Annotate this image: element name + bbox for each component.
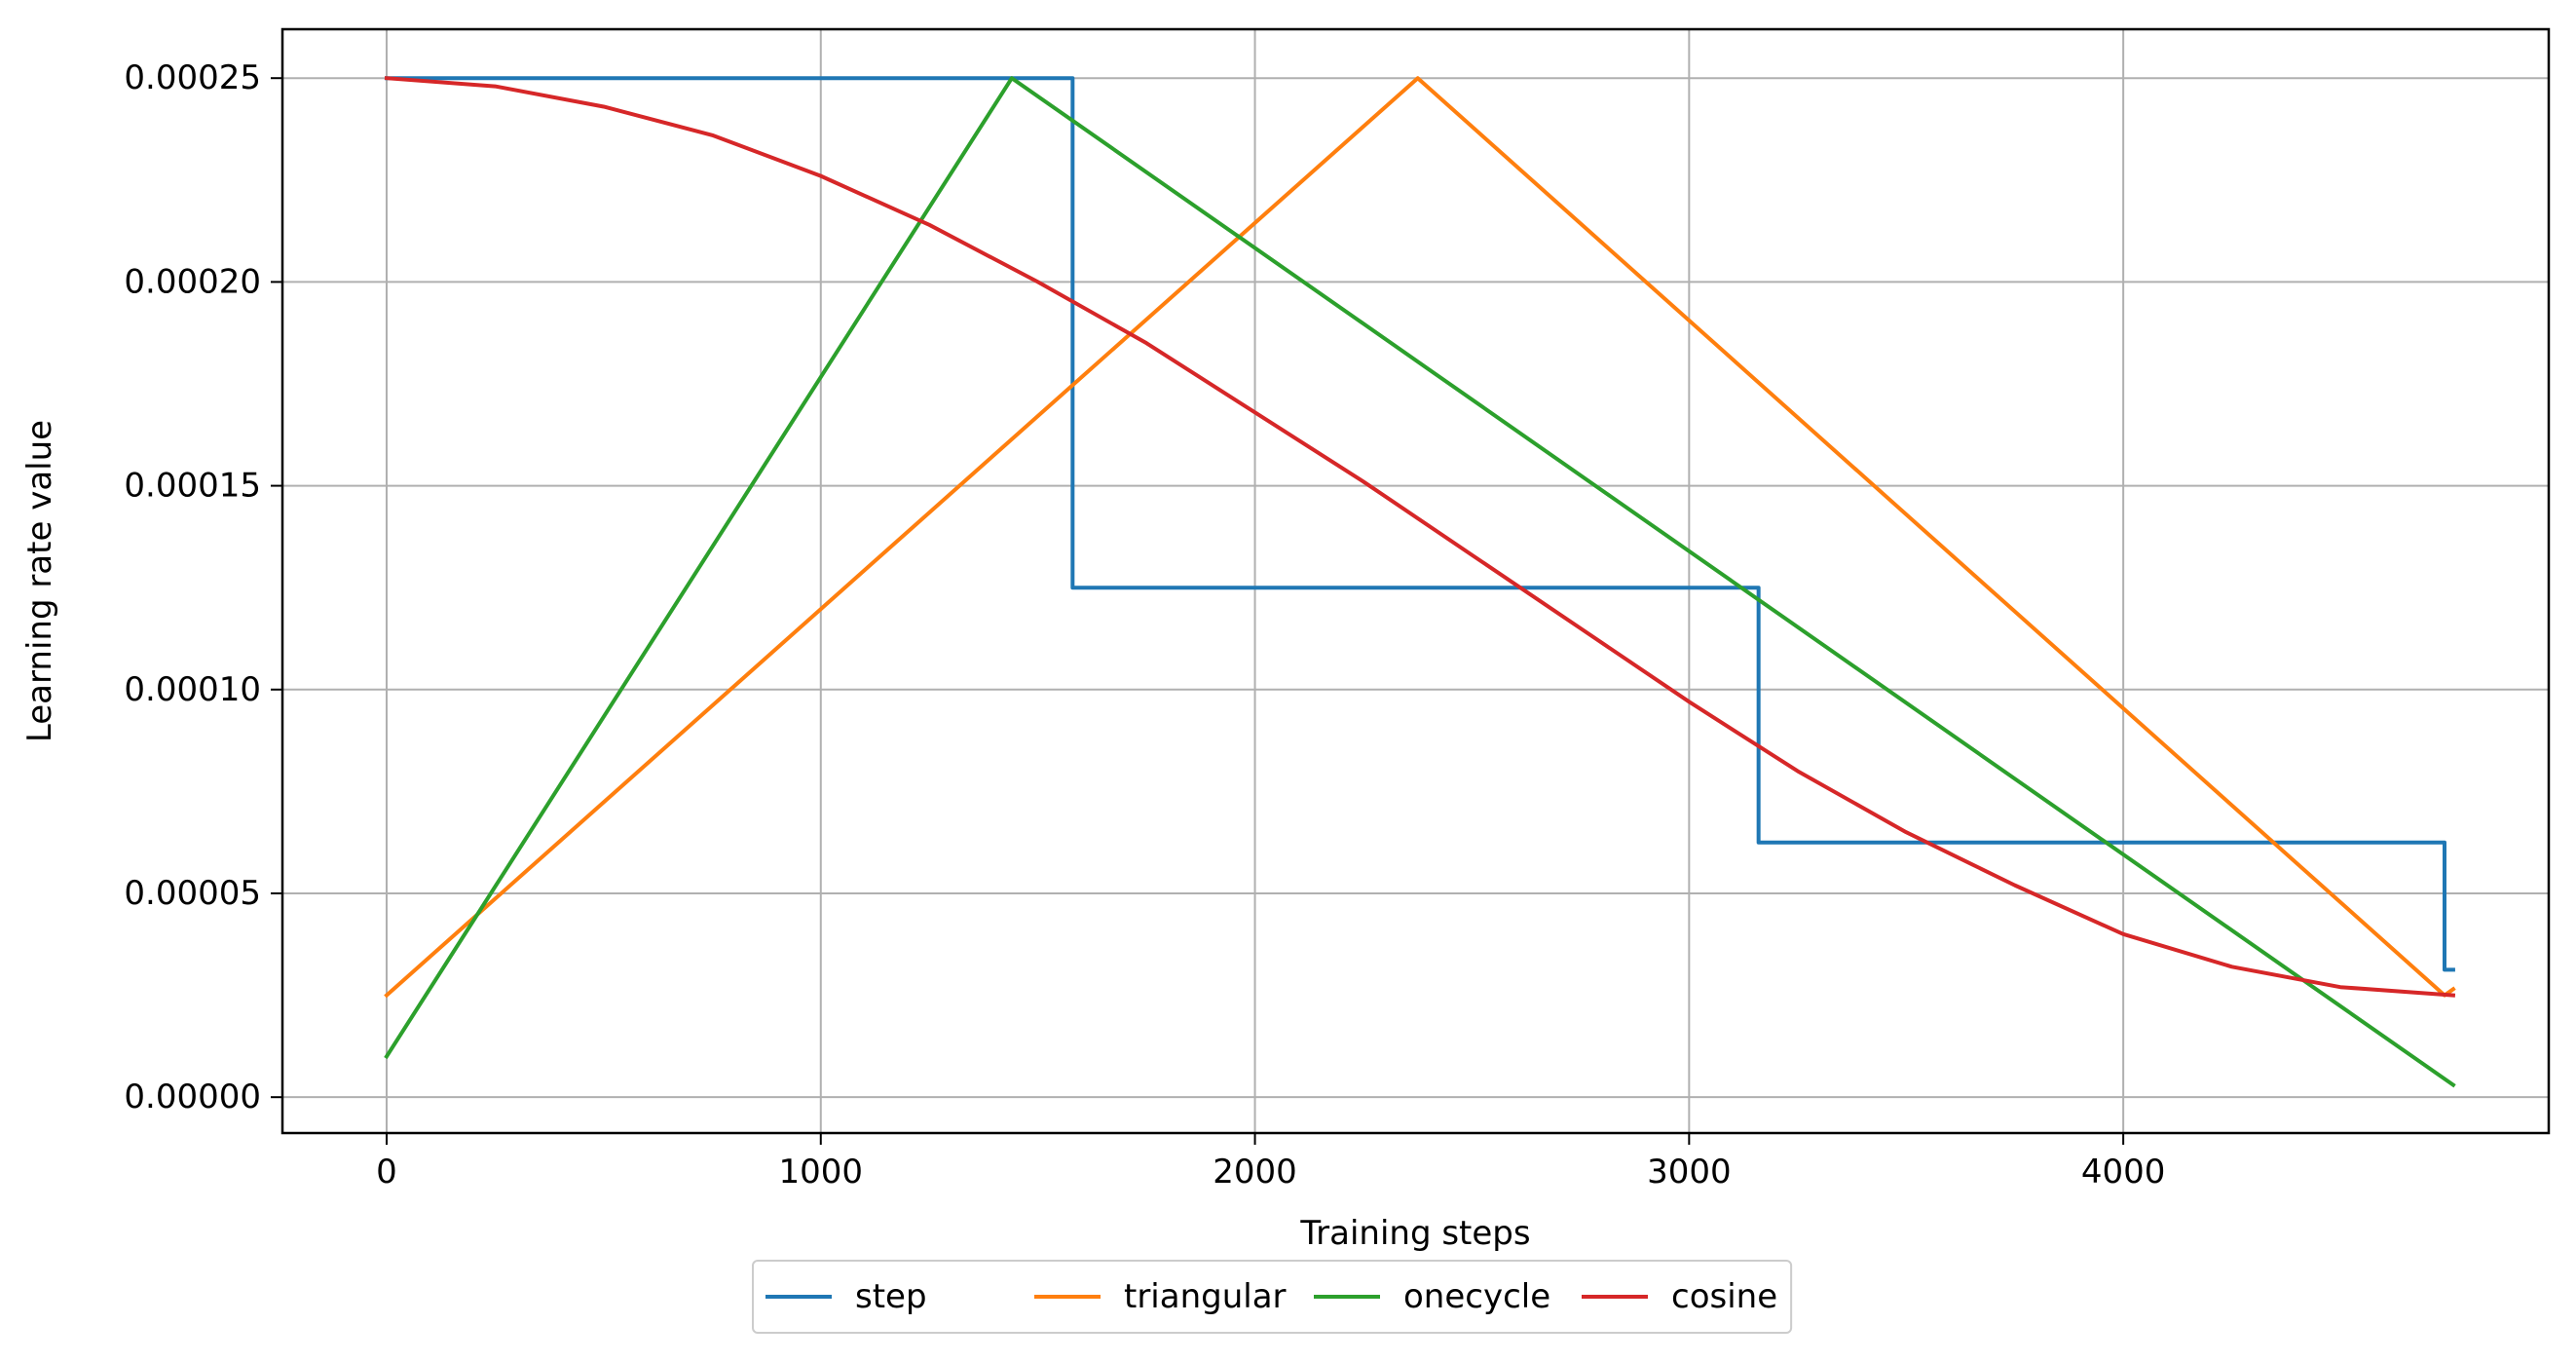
series-line-cosine [384, 76, 2456, 998]
legend-label-onecycle: onecycle [1403, 1277, 1550, 1316]
series-lines [384, 76, 2456, 1088]
y-tick-label: 0.00025 [124, 58, 261, 97]
x-tick-label: 3000 [1647, 1153, 1732, 1192]
y-tick-label: 0.00000 [124, 1078, 261, 1116]
series-line-triangular [384, 76, 2456, 999]
x-tick-label: 2000 [1213, 1153, 1297, 1192]
x-axis-label: Training steps [1299, 1214, 1530, 1253]
y-tick-label: 0.00020 [124, 262, 261, 301]
y-tick-label: 0.00010 [124, 670, 261, 709]
y-tick-label: 0.00015 [124, 467, 261, 506]
series-line-onecycle [384, 76, 2456, 1088]
plot-frame [280, 27, 2551, 1135]
y-tick-label: 0.00005 [124, 874, 261, 913]
x-tick-label: 0 [376, 1153, 397, 1192]
axis-ticks: 0 1000 2000 3000 4000 0.00000 0.00005 0.00010 0.… [124, 58, 2165, 1192]
legend-items: step triangular onecycle cosine [765, 1277, 1777, 1316]
x-tick-label: 1000 [779, 1153, 864, 1192]
legend-label-step: step [855, 1277, 927, 1316]
legend: step triangular onecycle cosine [752, 1260, 1793, 1334]
y-axis-label: Learning rate value [20, 420, 59, 742]
legend-label-triangular: triangular [1124, 1277, 1287, 1316]
legend-label-cosine: cosine [1671, 1277, 1777, 1316]
x-tick-label: 4000 [2081, 1153, 2166, 1192]
series-line-step [384, 76, 2455, 972]
legend-box [752, 1260, 1793, 1334]
